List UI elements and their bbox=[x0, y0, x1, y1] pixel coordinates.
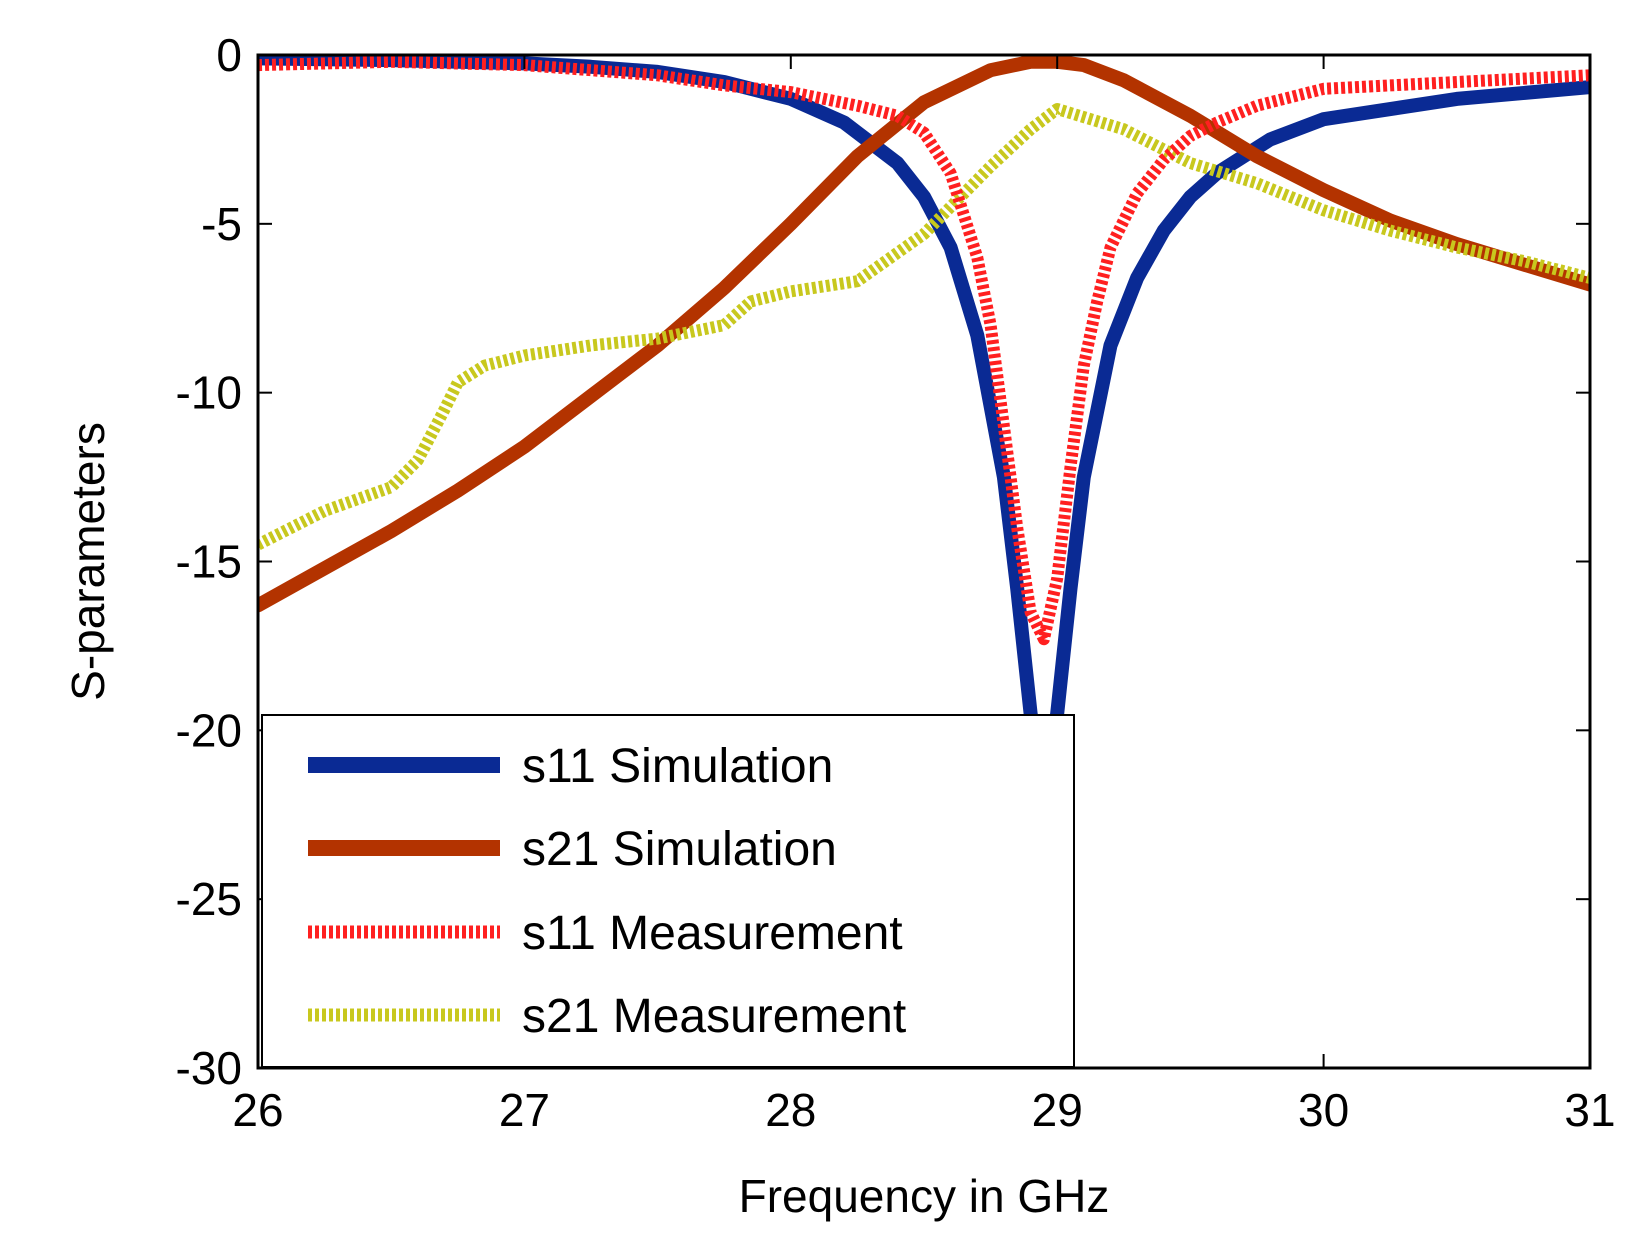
legend-label: s21 Simulation bbox=[522, 823, 837, 876]
y-tick-label: -30 bbox=[176, 1042, 242, 1094]
y-axis-label: S-parameters bbox=[62, 422, 114, 701]
y-tick-label: 0 bbox=[216, 29, 242, 81]
x-tick-label: 28 bbox=[765, 1084, 816, 1136]
x-tick-label: 30 bbox=[1298, 1084, 1349, 1136]
axis-ticks: 26 27 28 29 30 31 0 -5 -10 -15 -20 -25 -30 bbox=[176, 29, 1616, 1136]
series-line-s21-simulation bbox=[258, 55, 1590, 613]
x-axis-label: Frequency in GHz bbox=[739, 1170, 1110, 1222]
legend-label: s11 Simulation bbox=[522, 740, 833, 793]
y-tick-label: -10 bbox=[176, 367, 242, 419]
y-tick-label: -15 bbox=[176, 536, 242, 588]
legend-label: s11 Measurement bbox=[522, 907, 903, 960]
y-tick-label: -25 bbox=[176, 873, 242, 925]
series-line-s11-measurement bbox=[258, 55, 1590, 646]
x-tick-label: 26 bbox=[232, 1084, 283, 1136]
legend: s11 Simulation s21 Simulation s11 Measurem… bbox=[261, 714, 1075, 1068]
x-tick-label: 29 bbox=[1032, 1084, 1083, 1136]
series-layer bbox=[258, 55, 1590, 805]
x-tick-label: 31 bbox=[1564, 1084, 1615, 1136]
y-tick-label: -5 bbox=[201, 198, 242, 250]
series-line-s21-measurement bbox=[258, 103, 1590, 550]
y-tick-label: -20 bbox=[176, 704, 242, 756]
legend-box bbox=[261, 714, 1075, 1068]
x-tick-label: 27 bbox=[499, 1084, 550, 1136]
legend-label: s21 Measurement bbox=[522, 990, 906, 1043]
series-line-s11-simulation bbox=[258, 55, 1590, 805]
